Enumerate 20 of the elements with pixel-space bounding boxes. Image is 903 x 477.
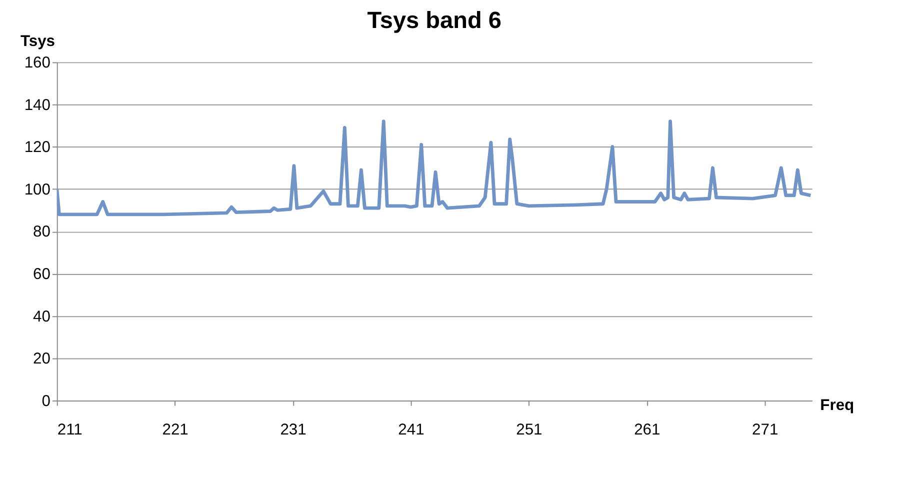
x-axis-title: Freq	[820, 396, 854, 414]
y-tick-label: 100	[24, 181, 51, 198]
y-tick-label: 40	[33, 308, 51, 326]
x-tick-label: 241	[398, 421, 424, 438]
y-tick-label: 20	[33, 350, 51, 368]
chart-title: Tsys band 6	[367, 6, 502, 33]
x-tick-label: 261	[634, 421, 660, 438]
x-tick-label: 231	[280, 421, 306, 438]
y-tick-label: 60	[33, 266, 51, 284]
x-tick-label: 271	[752, 421, 778, 438]
x-tick-label: 251	[516, 421, 542, 438]
y-axis-title: Tsys	[20, 33, 56, 50]
line-series	[56, 120, 812, 216]
y-tick-label: 80	[33, 224, 51, 241]
y-tick-label: 140	[24, 96, 51, 114]
y-tick-label: 120	[24, 139, 51, 156]
y-tick-label: 0	[42, 392, 51, 410]
y-tick-label: 160	[24, 54, 51, 72]
x-tick-label: 221	[162, 421, 188, 438]
x-tick-label: 211	[57, 421, 82, 438]
